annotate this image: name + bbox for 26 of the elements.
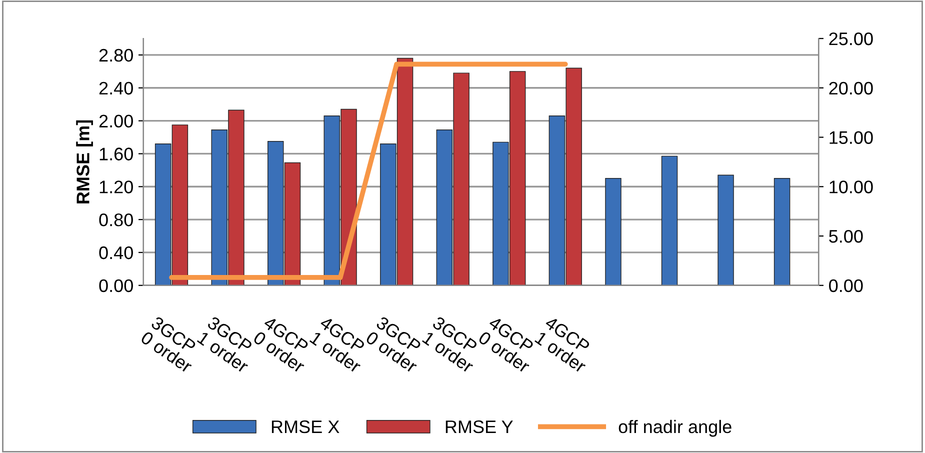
x-tick-label: 4GCP 0 order [478,316,534,374]
bar [605,178,622,286]
y-tick-label: 2.40 [99,82,133,95]
legend-label: RMSE Y [446,420,513,434]
y2-tick-label: 5.00 [829,230,863,243]
legend-label: RMSE X [272,420,340,434]
bar [718,174,734,286]
y-tick-label: 1.60 [100,148,133,160]
y2-tick-label: 20.00 [829,82,873,95]
y-tick-label: 2.00 [99,114,133,128]
y-tick-label: 0.80 [99,213,133,226]
x-tick-label: 4GCP 1 order [309,316,366,374]
legend-label: off nadir angle [618,420,732,437]
y-tick-label: 2.80 [99,48,133,62]
y2-tick-label: 0.00 [829,279,863,292]
x-tick-label: 4GCP 1 order [534,316,591,374]
y-tick-label: 0.40 [99,246,133,260]
bar [774,178,790,286]
y-tick-label: 1.20 [100,180,133,194]
y2-tick-label: 10.00 [830,180,873,194]
y-axis-title: RMSE [m] [76,120,93,204]
y2-tick-label: 15.00 [830,131,873,144]
bar [661,156,678,286]
y-tick-label: 0.00 [99,279,133,292]
y2-tick-label: 25.00 [829,32,873,46]
x-tick-label: 4GCP 0 order [252,316,310,374]
